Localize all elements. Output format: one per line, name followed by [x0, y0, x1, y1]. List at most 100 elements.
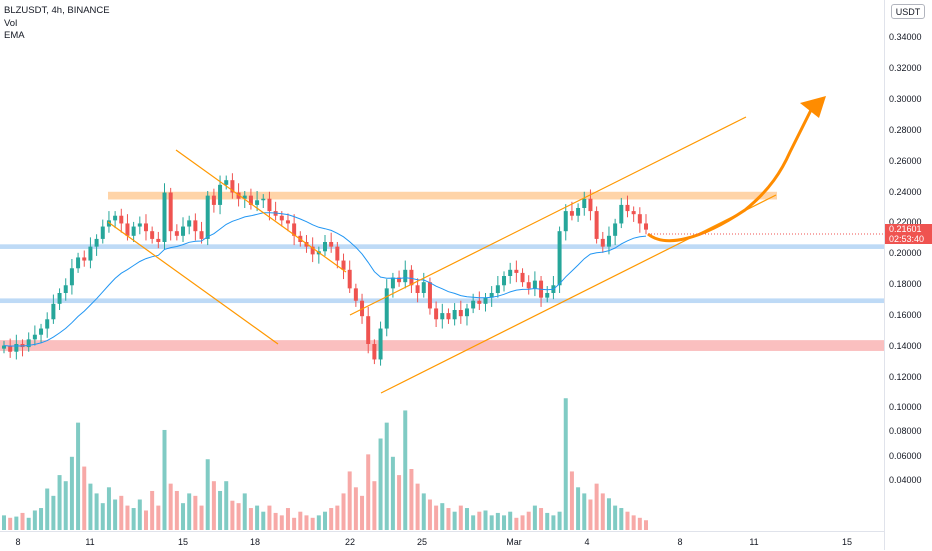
volume-bar	[526, 511, 531, 530]
candle	[63, 278, 68, 301]
volume-bar	[613, 505, 618, 530]
candle-body	[168, 192, 173, 232]
volume-bar	[131, 508, 136, 530]
candle	[14, 334, 19, 360]
candle-body	[471, 300, 476, 309]
candle	[310, 237, 315, 263]
volume-bar	[532, 505, 537, 530]
candle	[576, 203, 581, 222]
candle	[323, 235, 327, 256]
volume-bar	[82, 466, 87, 530]
candle	[600, 231, 605, 253]
candle-body	[545, 293, 550, 298]
volume-bar	[69, 456, 74, 530]
volume-bar	[292, 517, 297, 530]
candle	[545, 286, 550, 303]
volume-bar	[2, 515, 6, 530]
candle-body	[403, 269, 408, 283]
candle-body	[495, 285, 500, 293]
volume-bar	[477, 511, 482, 530]
price-axis[interactable]: USDT 0.34000 0.32000 0.30000 0.28000 0.26000…	[884, 0, 932, 550]
candle-body	[205, 195, 210, 239]
candle-body	[106, 220, 111, 227]
ema-legend[interactable]: EMA	[4, 30, 25, 41]
y-tick: 0.34000	[889, 32, 922, 42]
candle	[403, 260, 408, 289]
volume-bar	[606, 498, 611, 530]
volume-bar	[631, 515, 636, 530]
volume-bar	[637, 517, 642, 530]
volume-bar	[415, 483, 420, 530]
volume-bar	[63, 481, 68, 530]
candle	[440, 303, 445, 329]
candle-body	[532, 280, 537, 289]
candle-body	[434, 308, 439, 320]
candle	[335, 242, 340, 269]
x-tick: 25	[416, 537, 428, 547]
candle-body	[211, 195, 216, 205]
volume-bar	[353, 487, 358, 530]
volume-bar	[45, 488, 50, 530]
candle	[119, 208, 124, 233]
candle	[137, 216, 142, 235]
volume-bar	[335, 505, 340, 530]
candle	[39, 323, 44, 343]
candle-body	[353, 288, 358, 301]
volume-bar	[539, 508, 544, 530]
candle	[452, 303, 457, 326]
currency-selector[interactable]: USDT	[891, 4, 925, 19]
price-chart[interactable]	[0, 0, 884, 550]
candle	[8, 338, 13, 358]
candle	[409, 265, 414, 293]
vol-legend[interactable]: Vol	[4, 18, 18, 29]
candle	[162, 183, 167, 250]
volume-bar	[187, 493, 192, 530]
candle-body	[446, 313, 451, 320]
candle	[69, 259, 74, 295]
candle-body	[310, 246, 315, 255]
y-tick: 0.10000	[889, 402, 922, 412]
candle-body	[421, 282, 426, 293]
candle	[415, 278, 420, 303]
volume-bar	[119, 495, 124, 530]
volume-bar	[514, 517, 519, 530]
candle	[421, 272, 426, 298]
candle-body	[113, 215, 118, 221]
candle-body	[279, 215, 284, 221]
candle	[143, 214, 148, 241]
candle-body	[119, 215, 124, 224]
candle	[569, 201, 574, 221]
candle	[131, 221, 136, 242]
volume-bar	[545, 512, 550, 530]
candle-body	[440, 313, 445, 320]
candle-body	[619, 204, 624, 224]
volume-bar	[409, 469, 414, 530]
x-tick: 15	[177, 537, 189, 547]
y-tick: 0.28000	[889, 124, 922, 135]
upchannel-lower	[380, 194, 777, 394]
candle-body	[94, 238, 99, 247]
candle-body	[514, 269, 519, 273]
candle	[45, 312, 50, 338]
candle-body	[483, 297, 488, 304]
last-price-label: 0.21601 02:53:40	[885, 224, 932, 244]
volume-bar	[384, 422, 389, 530]
volume-bar	[378, 438, 383, 530]
volume-bar	[323, 511, 327, 530]
volume-bar	[464, 508, 469, 530]
volume-bar	[261, 511, 266, 530]
candle	[292, 214, 297, 246]
volume-bars	[2, 398, 648, 530]
support-zone	[0, 298, 884, 304]
y-tick: 0.04000	[889, 475, 922, 486]
candle-body	[458, 310, 463, 317]
candle	[508, 262, 513, 284]
symbol-legend[interactable]: BLZUSDT, 4h, BINANCE	[4, 5, 110, 16]
horizontal-zones	[0, 191, 884, 351]
candle	[106, 211, 111, 233]
candle	[353, 283, 358, 307]
volume-bar	[502, 515, 507, 530]
y-tick: 0.30000	[889, 93, 922, 104]
volume-bar	[390, 456, 395, 530]
time-axis[interactable]: 8 11 15 18 22 25 Mar 4 8 11 15	[0, 531, 884, 551]
